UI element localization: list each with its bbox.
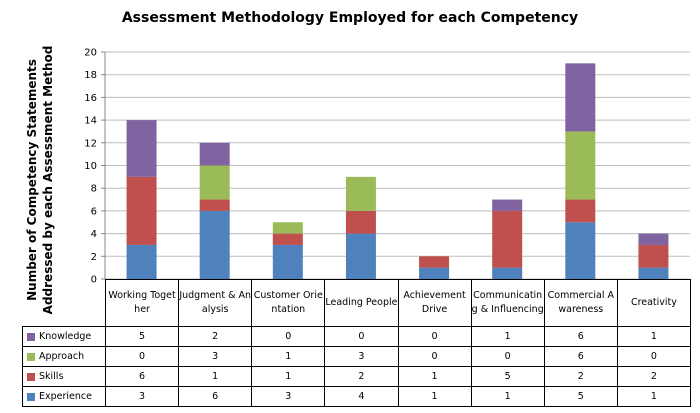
data-label: 4 [324,386,399,407]
data-label: 0 [104,346,180,367]
y-tick-label: 20 [84,48,97,59]
x-tick-label: Creativity [616,279,692,327]
data-label: 2 [178,326,253,347]
legend-entry: Knowledge [22,326,106,347]
legend-entry: Approach [22,346,106,367]
x-tick-label: Communicating & Influencing [470,279,545,327]
legend-label: Experience [39,391,92,402]
legend-label: Approach [39,351,85,362]
table-row: Experience 3 6 3 4 1 1 5 1 [22,386,692,407]
bar-segment [638,267,669,279]
data-label: 1 [178,366,253,387]
data-label: 6 [543,326,618,347]
data-label: 0 [616,346,692,367]
data-label: 0 [251,326,326,347]
y-axis-label: Addressed by each Assessment Method [41,46,55,315]
y-tick-label: 8 [91,184,97,195]
legend-entry: Skills [22,366,106,387]
data-label: 5 [543,386,618,407]
data-label: 1 [251,366,326,387]
data-label: 3 [251,386,326,407]
x-tick-label: Customer Orientation [251,279,326,327]
bar-segment [345,233,376,279]
table-row: Knowledge 5 2 0 0 0 1 6 1 [22,326,692,347]
bar-segment [419,267,450,279]
bar-segment [492,199,523,211]
bar-segment [126,120,157,177]
data-label: 1 [470,386,545,407]
data-label: 1 [616,386,692,407]
y-tick-label: 12 [84,138,97,149]
data-label: 6 [104,366,180,387]
table-header-row: Working Together Judgment & Analysis Custo… [22,279,692,327]
data-label: 6 [543,346,618,367]
x-tick-label: Achievement Drive [397,279,472,327]
y-tick-label: 14 [84,116,97,127]
bar-segment [565,131,596,200]
bar-segment [345,210,376,234]
bar-segment [565,222,596,279]
x-tick-label: Commercial Awareness [543,279,618,327]
data-label: 0 [324,326,399,347]
y-axis-label: Number of Competency Statements [25,59,39,301]
table-row: Skills 6 1 1 2 1 5 2 2 [22,366,692,387]
legend-key [27,352,35,361]
y-tick-label: 4 [91,229,97,240]
bar-segment [272,244,303,279]
data-label: 3 [324,346,399,367]
bar-segment [199,199,230,211]
x-tick-label: Working Together [104,279,180,327]
data-label: 3 [104,386,180,407]
data-table: Working Together Judgment & Analysis Custo… [22,279,692,407]
legend-label: Knowledge [39,331,92,342]
bar-segment [272,222,303,234]
data-label: 5 [470,366,545,387]
bar-segment [199,142,230,166]
data-label: 2 [324,366,399,387]
data-label: 1 [397,386,472,407]
data-label: 6 [178,386,253,407]
x-tick-label: Leading People [324,279,399,327]
bar-segment [126,176,157,245]
bar-segment [272,233,303,245]
data-label: 5 [104,326,180,347]
legend-key [27,332,35,341]
data-label: 0 [470,346,545,367]
bar-segment [492,267,523,279]
y-tick-label: 10 [84,161,97,172]
data-label: 2 [616,366,692,387]
bar-segment [419,256,450,268]
data-label: 1 [397,366,472,387]
legend-key [27,372,35,381]
data-label: 0 [397,346,472,367]
y-tick-label: 2 [91,252,97,263]
bar-segment [565,63,596,132]
bar-segment [199,210,230,279]
bar-segment [126,244,157,279]
chart-title: Assessment Methodology Employed for each… [122,10,578,26]
bar-segment [638,233,669,245]
data-label: 2 [543,366,618,387]
bar-segment [345,176,376,211]
data-label: 0 [397,326,472,347]
table-corner [22,279,106,327]
data-label: 1 [616,326,692,347]
bar-segment [492,210,523,268]
legend-key [27,392,35,401]
data-label: 1 [251,346,326,367]
y-tick-label: 18 [84,70,97,81]
y-tick-label: 16 [84,93,97,104]
table-row: Approach 0 3 1 3 0 0 6 0 [22,346,692,367]
bar-segment [199,165,230,200]
legend-label: Skills [39,371,64,382]
bar-segment [565,199,596,223]
bar-segment [638,244,669,268]
legend-entry: Experience [22,386,106,407]
y-tick-label: 6 [91,206,97,217]
data-label: 3 [178,346,253,367]
x-tick-label: Judgment & Analysis [178,279,253,327]
data-label: 1 [470,326,545,347]
